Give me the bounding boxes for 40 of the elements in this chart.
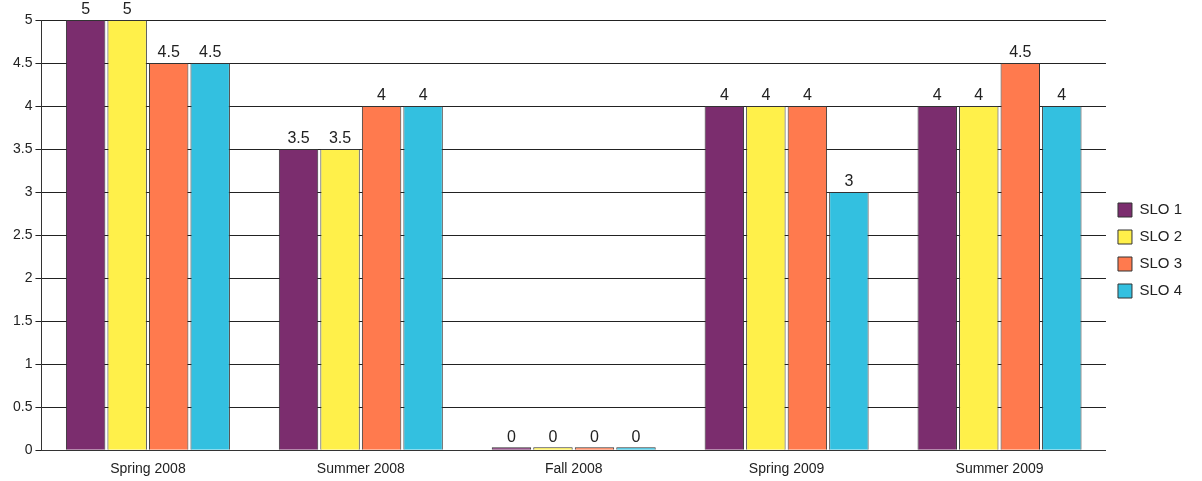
y-tick-label: 4.5 [12,53,33,70]
y-tick-label: 2 [24,268,33,285]
data-label: 4 [761,86,771,104]
data-label: 0 [631,427,641,445]
y-tick-label: 3 [24,182,33,199]
data-label: 4 [1057,86,1067,104]
y-tick-label: 1 [24,355,33,372]
y-tick-label: 4 [24,96,33,113]
data-label: 4.5 [199,43,222,61]
x-tick-label: Summer 2009 [955,460,1044,477]
data-label: 5 [81,0,91,18]
legend-label: SLO 2 [1139,227,1183,245]
y-tick-label: 2.5 [12,225,33,242]
data-label: 4 [802,86,812,104]
data-label: 3 [844,172,854,190]
data-label: 0 [548,427,558,445]
data-label: 4.5 [1009,43,1032,61]
data-label: 4 [418,86,428,104]
data-label: 0 [590,427,600,445]
data-label: 4.5 [157,43,180,61]
data-label: 3.5 [328,129,352,147]
legend-label: SLO 4 [1139,281,1183,299]
x-tick-label: Fall 2008 [544,460,603,477]
data-label: 4 [932,86,942,104]
data-label: 3.5 [287,129,310,147]
y-tick-label: 0.5 [12,398,33,415]
legend-label: SLO 3 [1139,254,1183,272]
y-tick-label: 0 [24,441,33,458]
data-label: 4 [974,86,984,104]
x-tick-label: Spring 2008 [110,460,186,477]
y-tick-label: 1.5 [12,312,33,328]
x-tick-label: Spring 2009 [748,460,825,477]
data-label: 4 [377,86,387,104]
y-tick-label: 3.5 [12,139,33,156]
data-label: 5 [122,0,132,18]
data-label: 4 [719,86,729,104]
y-tick-label: 5 [24,10,33,27]
legend-label: SLO 1 [1139,200,1183,218]
x-tick-label: Summer 2008 [316,460,405,477]
data-label: 0 [506,427,516,445]
